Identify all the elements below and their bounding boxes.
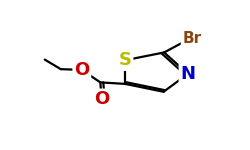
Text: S: S <box>118 51 132 69</box>
Text: Br: Br <box>182 31 202 46</box>
Text: N: N <box>180 65 196 83</box>
Text: O: O <box>94 90 109 108</box>
Text: S: S <box>118 51 132 69</box>
Text: O: O <box>74 61 90 79</box>
Text: Br: Br <box>182 31 202 46</box>
Text: O: O <box>94 90 109 108</box>
Text: O: O <box>74 61 90 79</box>
Text: N: N <box>180 65 196 83</box>
